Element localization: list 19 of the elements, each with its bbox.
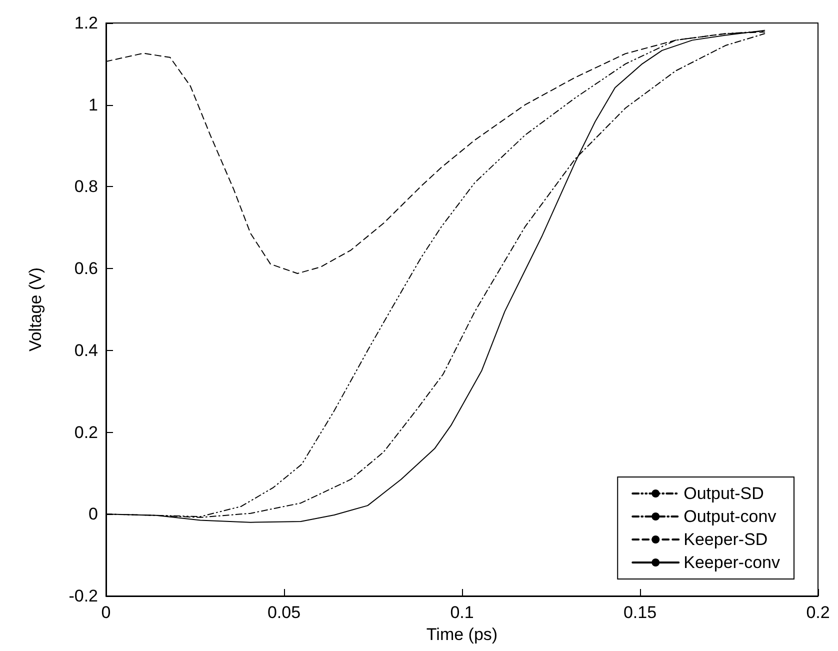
y-axis-title: Voltage (V) [26, 267, 45, 352]
y-tick-label: 1.2 [74, 14, 98, 32]
y-tick-label: 0.6 [74, 259, 98, 278]
x-tick-label: 0.15 [623, 603, 657, 622]
legend-label: Keeper-conv [684, 553, 780, 572]
x-tick-label: 0.1 [450, 603, 474, 622]
y-tick-label: 0.4 [74, 340, 98, 360]
y-tick-label: -0.2 [68, 586, 98, 606]
legend-label: Output-SD [684, 484, 764, 503]
legend-label: Keeper-SD [684, 530, 768, 549]
x-tick-label: 0.2 [806, 603, 830, 622]
x-tick-label: 0 [101, 603, 111, 622]
y-tick-label: 0.2 [74, 422, 98, 442]
y-tick-label: 0.8 [74, 177, 98, 196]
legend-label: Output-conv [684, 507, 777, 526]
x-axis-title: Time (ps) [426, 624, 498, 644]
y-tick-label: 1 [88, 95, 98, 114]
y-tick-label: 0 [88, 504, 98, 524]
x-tick-label: 0.05 [267, 603, 301, 622]
